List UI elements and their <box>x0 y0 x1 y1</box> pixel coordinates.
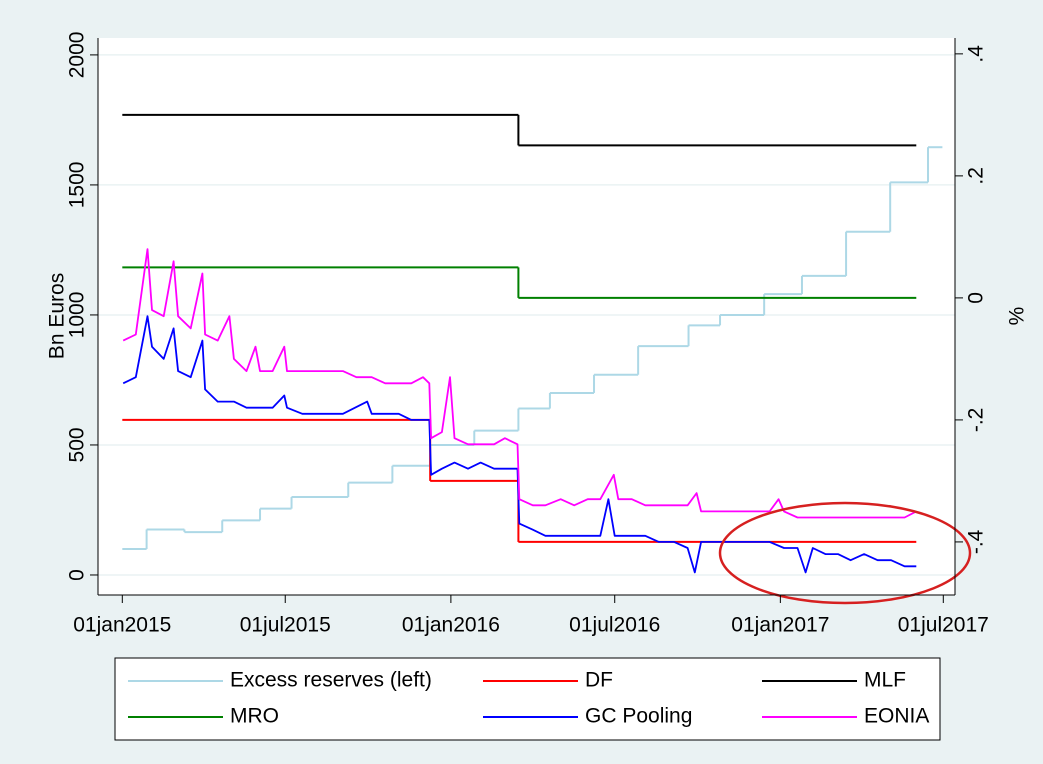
x-tick-label: 01jan2016 <box>402 614 500 637</box>
x-tick-label: 01jan2015 <box>73 614 171 637</box>
series-line <box>122 315 917 574</box>
legend-label: EONIA <box>864 705 929 728</box>
y2-tick-label: -.2 <box>965 408 988 433</box>
x-tick-label: 01jul2017 <box>898 614 989 637</box>
y-tick-label: 2000 <box>66 32 89 79</box>
plot-area <box>98 38 955 595</box>
legend-label: DF <box>585 669 613 692</box>
grid <box>98 54 955 576</box>
x-tick-label: 01jul2016 <box>569 614 660 637</box>
y-tick-label: 0 <box>66 569 89 581</box>
x-tick-label: 01jan2017 <box>731 614 829 637</box>
y-tick-label: 1000 <box>66 292 89 339</box>
legend <box>114 657 941 741</box>
y2-tick-label: -.4 <box>965 529 988 554</box>
y2-tick-label: .4 <box>965 45 988 63</box>
series-line <box>122 248 917 519</box>
highlight-ellipse <box>718 501 972 605</box>
y2-axis-label: % <box>1006 307 1029 326</box>
y-axis-label: Bn Euros <box>46 273 69 359</box>
legend-label: MLF <box>864 669 906 692</box>
y2-tick-label: 0 <box>965 292 988 304</box>
legend-label: GC Pooling <box>585 705 692 728</box>
marks <box>122 113 943 574</box>
y-tick-label: 1500 <box>66 162 89 209</box>
x-tick-label: 01jul2015 <box>240 614 331 637</box>
legend-label: Excess reserves (left) <box>230 669 432 692</box>
legend-entries: Excess reserves (left) DF MLF MRO GC Pooling… <box>128 669 929 728</box>
y-tick-label: 500 <box>66 427 89 462</box>
y2-tick-label: .2 <box>965 167 988 185</box>
legend-label: MRO <box>230 705 279 728</box>
